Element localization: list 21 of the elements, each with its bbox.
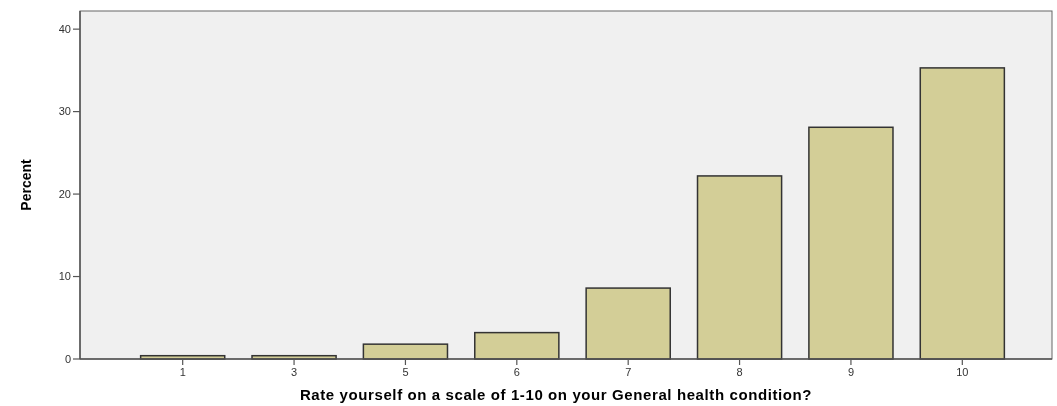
x-tick-label: 7 <box>625 366 632 378</box>
y-tick-label: 0 <box>64 352 71 365</box>
y-axis-title: Percent <box>18 158 34 211</box>
bar <box>474 331 560 360</box>
bar <box>585 287 671 360</box>
y-tick-label: 20 <box>58 187 71 200</box>
x-tick-label: 5 <box>402 366 409 378</box>
y-tick-label: 10 <box>58 270 71 283</box>
x-tick-label: 6 <box>513 366 520 378</box>
y-tick-label: 40 <box>58 22 71 35</box>
bar <box>362 343 449 360</box>
y-tick-label: 30 <box>58 105 71 118</box>
x-axis-title: Rate yourself on a scale of 1-10 on your General health condition? <box>299 386 813 403</box>
bar <box>696 175 783 360</box>
x-tick-label: 9 <box>847 366 854 378</box>
x-tick-label: 10 <box>956 366 969 378</box>
x-tick-label: 1 <box>179 366 186 378</box>
bar <box>919 67 1006 360</box>
x-tick-label: 8 <box>736 366 743 378</box>
bar <box>808 126 894 360</box>
x-tick-label: 3 <box>291 366 298 378</box>
